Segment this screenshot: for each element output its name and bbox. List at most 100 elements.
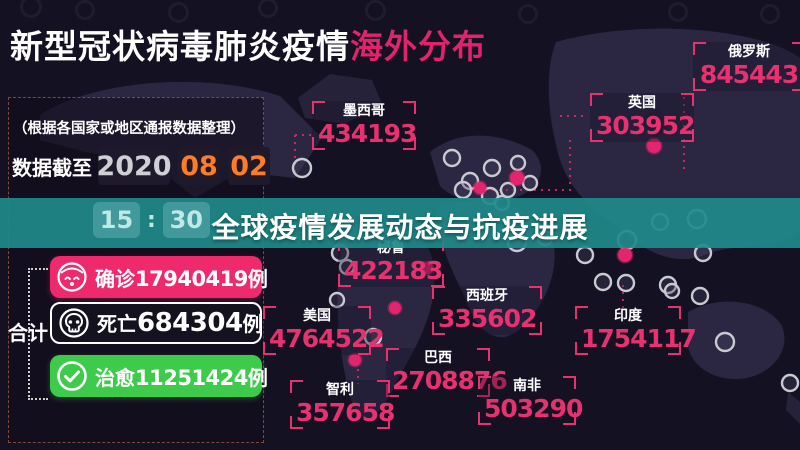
map-label-spain: 西班牙 335602 <box>432 286 542 335</box>
map-label-usa: 美国 4764522 <box>263 306 385 355</box>
bracket-corner <box>358 306 371 319</box>
landmass-greenland <box>298 74 382 124</box>
case-cluster-bubble <box>442 148 462 168</box>
bracket-corner <box>529 286 542 299</box>
cured-stat-pill: 治愈11251424例 <box>50 355 268 397</box>
deaths-stat-pill: 死亡684304例 <box>50 302 263 344</box>
bracket-corner <box>386 348 399 361</box>
landmass-south-america <box>337 220 435 418</box>
background-ring <box>75 0 95 20</box>
background-ring <box>258 0 278 18</box>
stat-text: 死亡684304例 <box>97 308 263 338</box>
bracket-corner <box>386 384 399 397</box>
landmass-new-zealand <box>786 392 800 424</box>
country-case-count: 357658 <box>296 398 395 427</box>
case-cluster-bubble <box>387 300 403 316</box>
country-name: 墨西哥 <box>343 103 385 119</box>
bracket-corner <box>792 78 800 91</box>
map-label-india: 印度 1754117 <box>575 306 697 355</box>
bracket-corner <box>529 322 542 335</box>
case-cluster-bubble <box>291 157 313 179</box>
map-label-south-africa: 南非 503290 <box>478 376 583 425</box>
country-name: 巴西 <box>424 350 452 366</box>
bracket-corner <box>563 412 576 425</box>
title-main: 新型冠状病毒肺炎疫情 <box>10 27 350 66</box>
country-case-count: 434193 <box>318 119 417 148</box>
bracket-corner <box>681 129 694 142</box>
stat-text: 确诊17940419例 <box>95 263 268 292</box>
bracket-corner <box>575 342 588 355</box>
bracket-corner <box>432 286 445 299</box>
country-name: 南非 <box>513 378 541 394</box>
confirmed-stat-pill: 确诊17940419例 <box>50 256 268 298</box>
bracket-corner <box>477 348 490 361</box>
case-cluster-bubble <box>521 174 539 192</box>
total-bracket <box>28 268 48 400</box>
background-ring <box>168 2 189 23</box>
case-cluster-bubble <box>453 180 473 200</box>
banner-text: 全球疫情发展动态与抗疫进展 <box>211 211 589 244</box>
background-ring <box>760 4 780 24</box>
bracket-corner <box>290 416 303 429</box>
cutoff-label: 数据截至 <box>12 155 92 180</box>
case-cluster-bubble <box>508 169 526 187</box>
map-label-uk: 英国 303952 <box>590 93 695 142</box>
case-cluster-bubble <box>575 245 595 265</box>
map-label-chile: 智利 357658 <box>290 380 395 429</box>
case-cluster-bubble <box>663 282 681 300</box>
case-cluster-bubble <box>780 373 800 393</box>
country-case-count: 422183 <box>344 256 443 285</box>
case-cluster-bubble <box>338 258 356 276</box>
case-cluster-bubble <box>616 246 634 264</box>
country-case-count: 335602 <box>438 304 537 333</box>
title-highlight: 海外分布 <box>350 27 486 66</box>
bracket-corner <box>312 137 325 150</box>
country-case-count: 1754117 <box>581 324 697 353</box>
bracket-corner <box>338 274 351 287</box>
bracket-corner <box>312 101 325 114</box>
map-label-brazil: 巴西 2708876 <box>386 348 508 397</box>
time-separator: : <box>147 207 156 233</box>
case-cluster-bubble <box>593 272 613 292</box>
country-name: 俄罗斯 <box>728 44 770 60</box>
bracket-corner <box>668 306 681 319</box>
bracket-corner <box>377 416 390 429</box>
day-box: 02 <box>228 147 270 185</box>
stat-unit: 例 <box>242 312 263 336</box>
country-name: 智利 <box>326 382 354 398</box>
bracket-corner <box>478 376 491 389</box>
connector-mexico <box>294 134 313 174</box>
case-cluster-bubble <box>690 286 710 306</box>
stat-label: 治愈 <box>95 365 135 390</box>
cutoff-time-row: 15 : 30 <box>93 202 210 238</box>
check-circle-icon <box>57 361 87 391</box>
case-cluster-bubble <box>714 331 736 353</box>
bracket-corner <box>377 380 390 393</box>
bracket-corner <box>563 376 576 389</box>
background-ring <box>20 0 42 18</box>
source-note: （根据各国家或地区通报数据整理） <box>13 121 245 137</box>
bracket-corner <box>263 342 276 355</box>
bracket-corner <box>432 322 445 335</box>
total-label: 合计 <box>8 321 48 345</box>
bracket-corner <box>403 137 416 150</box>
stat-unit: 例 <box>247 266 268 291</box>
stat-value: 684304 <box>137 308 243 338</box>
country-name: 英国 <box>628 95 656 111</box>
case-cluster-bubble <box>482 158 502 178</box>
background-ring <box>668 2 688 22</box>
skull-icon <box>59 308 89 338</box>
case-cluster-bubble <box>419 260 435 276</box>
map-label-mexico: 墨西哥 434193 <box>312 101 417 150</box>
page-title: 新型冠状病毒肺炎疫情海外分布 <box>10 20 486 68</box>
country-name: 美国 <box>303 308 331 324</box>
bracket-corner <box>477 384 490 397</box>
bracket-corner <box>590 129 603 142</box>
background-ring <box>518 4 538 24</box>
bracket-corner <box>590 93 603 106</box>
map-label-russia: 俄罗斯 845443 <box>693 42 800 91</box>
case-cluster-bubble <box>347 352 363 368</box>
bracket-corner <box>693 42 706 55</box>
bracket-corner <box>478 412 491 425</box>
country-case-count: 4764522 <box>269 324 385 353</box>
